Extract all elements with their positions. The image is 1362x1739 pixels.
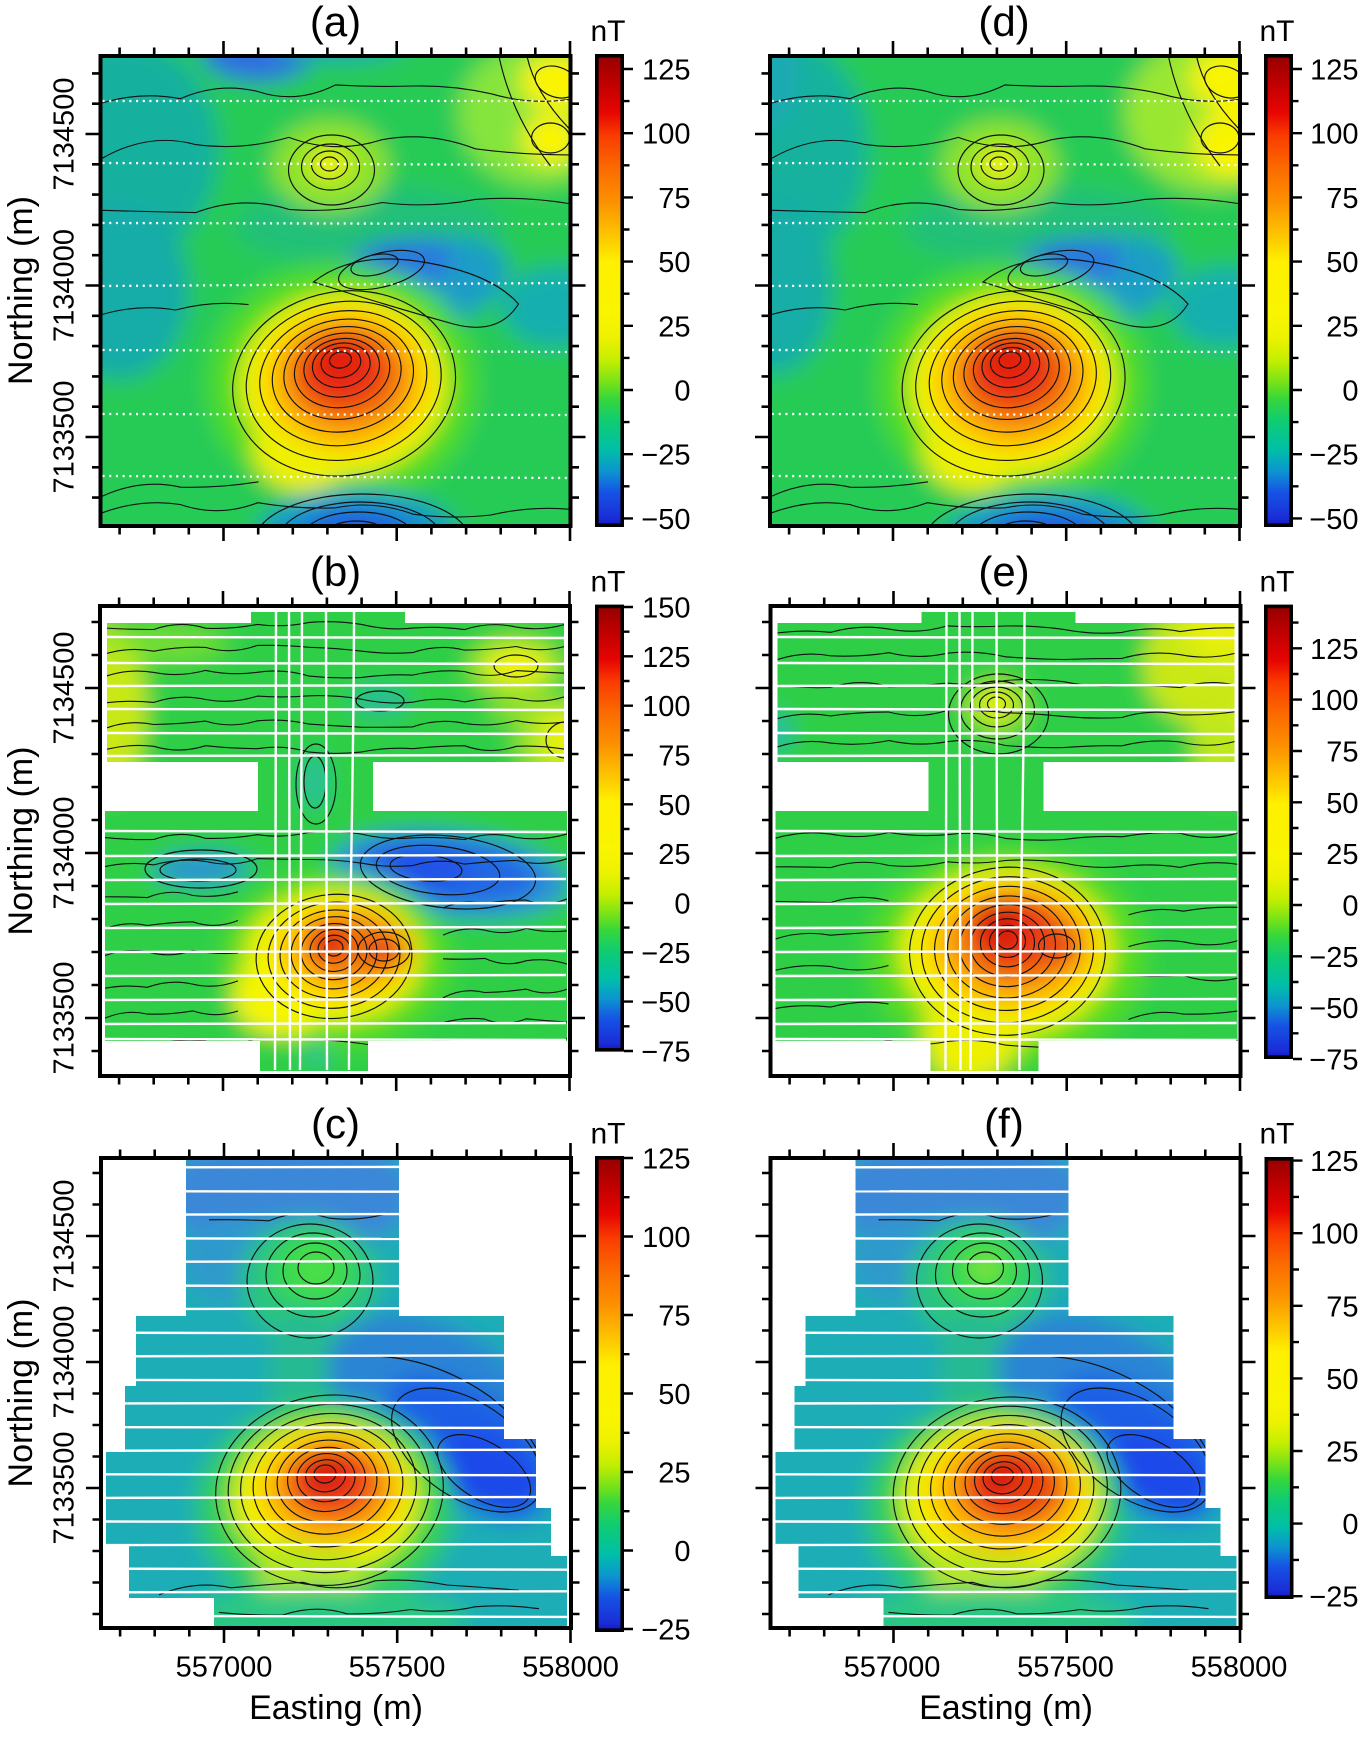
svg-text:0: 0 (674, 1536, 690, 1568)
svg-text:−25: −25 (641, 1615, 690, 1647)
svg-text:nT: nT (1259, 1118, 1294, 1151)
svg-text:−25: −25 (641, 440, 690, 472)
svg-text:7134500: 7134500 (49, 78, 81, 191)
svg-text:−25: −25 (641, 938, 690, 970)
svg-text:25: 25 (658, 839, 690, 871)
svg-text:(a): (a) (310, 0, 361, 45)
svg-text:(e): (e) (978, 548, 1029, 595)
svg-text:25: 25 (1326, 311, 1358, 343)
svg-text:50: 50 (1326, 1364, 1358, 1396)
svg-text:7134000: 7134000 (49, 797, 81, 910)
svg-text:nT: nT (590, 566, 625, 599)
svg-text:75: 75 (1326, 1291, 1358, 1323)
svg-text:(c): (c) (311, 1100, 360, 1147)
svg-text:−75: −75 (641, 1037, 690, 1069)
svg-text:125: 125 (642, 642, 690, 674)
svg-text:Northing (m): Northing (m) (2, 747, 40, 936)
svg-text:−25: −25 (1309, 440, 1358, 472)
svg-text:−25: −25 (1309, 942, 1358, 974)
svg-text:nT: nT (1259, 15, 1294, 48)
svg-text:125: 125 (1310, 55, 1358, 87)
svg-text:25: 25 (1326, 1437, 1358, 1469)
svg-text:(d): (d) (978, 0, 1029, 45)
svg-text:50: 50 (1326, 247, 1358, 279)
svg-text:25: 25 (1326, 839, 1358, 871)
svg-text:Easting (m): Easting (m) (919, 1689, 1093, 1727)
svg-text:−25: −25 (1309, 1582, 1358, 1614)
svg-text:0: 0 (674, 889, 690, 921)
svg-text:0: 0 (1342, 1509, 1358, 1541)
svg-text:7134000: 7134000 (49, 229, 81, 342)
svg-text:125: 125 (642, 1144, 690, 1176)
svg-text:50: 50 (1326, 788, 1358, 820)
svg-text:557500: 557500 (1017, 1652, 1114, 1684)
svg-text:100: 100 (1310, 685, 1358, 717)
svg-text:557500: 557500 (349, 1652, 446, 1684)
svg-text:7133500: 7133500 (49, 1432, 81, 1545)
svg-text:125: 125 (642, 55, 690, 87)
svg-text:100: 100 (642, 1222, 690, 1254)
svg-text:100: 100 (642, 691, 690, 723)
svg-text:nT: nT (590, 15, 625, 48)
svg-text:7134500: 7134500 (49, 632, 81, 745)
svg-text:50: 50 (658, 247, 690, 279)
svg-text:75: 75 (658, 741, 690, 773)
svg-text:(f): (f) (984, 1100, 1024, 1147)
svg-text:50: 50 (658, 790, 690, 822)
svg-text:100: 100 (1310, 1219, 1358, 1251)
svg-text:558000: 558000 (1191, 1652, 1288, 1684)
svg-text:−50: −50 (641, 504, 690, 536)
svg-text:125: 125 (1310, 634, 1358, 666)
svg-text:−50: −50 (641, 987, 690, 1019)
svg-text:−50: −50 (1309, 993, 1358, 1025)
svg-text:25: 25 (658, 311, 690, 343)
svg-text:557000: 557000 (844, 1652, 941, 1684)
svg-text:−50: −50 (1309, 504, 1358, 536)
svg-text:nT: nT (1259, 566, 1294, 599)
svg-text:125: 125 (1310, 1146, 1358, 1178)
svg-text:Easting (m): Easting (m) (249, 1689, 423, 1727)
svg-text:50: 50 (658, 1379, 690, 1411)
svg-text:75: 75 (1326, 737, 1358, 769)
svg-text:0: 0 (1342, 891, 1358, 923)
svg-text:−75: −75 (1309, 1045, 1358, 1077)
svg-text:7134500: 7134500 (49, 1180, 81, 1293)
svg-text:75: 75 (658, 183, 690, 215)
svg-text:0: 0 (1342, 376, 1358, 408)
svg-text:0: 0 (674, 376, 690, 408)
svg-text:nT: nT (590, 1118, 625, 1151)
svg-text:557000: 557000 (176, 1652, 273, 1684)
svg-text:75: 75 (1326, 183, 1358, 215)
svg-text:25: 25 (658, 1458, 690, 1490)
svg-text:100: 100 (642, 119, 690, 151)
svg-text:7133500: 7133500 (49, 381, 81, 494)
svg-text:7133500: 7133500 (49, 962, 81, 1075)
svg-text:(b): (b) (310, 548, 361, 595)
svg-text:Northing (m): Northing (m) (2, 1299, 40, 1488)
svg-text:100: 100 (1310, 119, 1358, 151)
svg-text:7134000: 7134000 (49, 1306, 81, 1419)
svg-text:558000: 558000 (522, 1652, 619, 1684)
svg-text:150: 150 (642, 593, 690, 625)
svg-text:Northing (m): Northing (m) (2, 196, 40, 385)
svg-text:75: 75 (658, 1301, 690, 1333)
